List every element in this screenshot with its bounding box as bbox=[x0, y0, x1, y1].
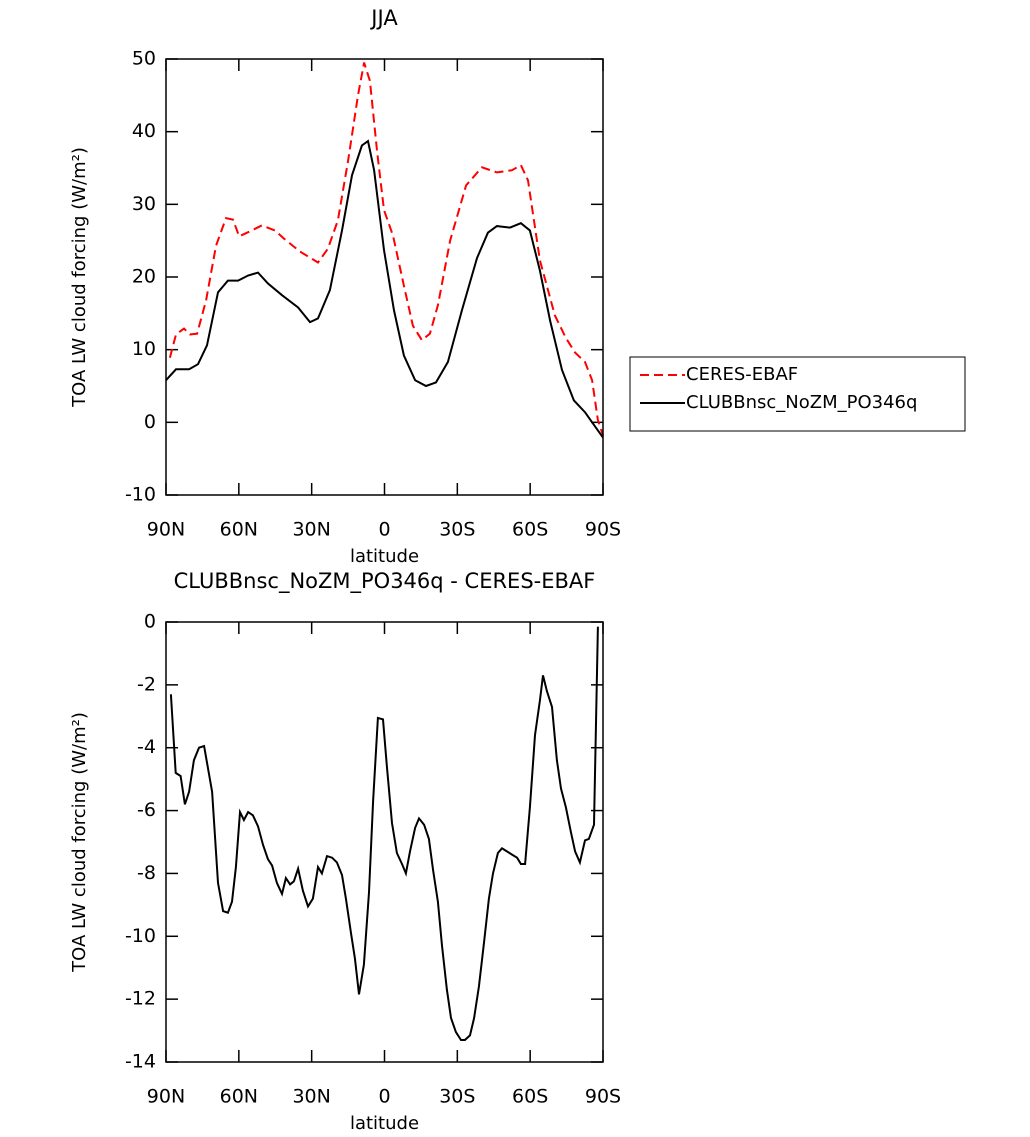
y-tick-label: -2 bbox=[137, 673, 156, 695]
y-tick-label: -8 bbox=[137, 862, 156, 884]
y-axis-label: TOA LW cloud forcing (W/m²) bbox=[69, 712, 90, 973]
x-tick-label: 60N bbox=[220, 1086, 258, 1108]
y-tick-label: -4 bbox=[137, 736, 156, 758]
plot-frame bbox=[165, 621, 604, 1063]
x-tick-label: 0 bbox=[378, 519, 390, 541]
chart-title: JJA bbox=[369, 6, 398, 30]
y-tick-label: 30 bbox=[132, 193, 156, 215]
legend-entry: CERES-EBAF bbox=[686, 364, 798, 385]
y-tick-label: -6 bbox=[137, 799, 156, 821]
chart-title: CLUBBnsc_NoZM_PO346q - CERES-EBAF bbox=[174, 569, 596, 594]
x-tick-label: 0 bbox=[378, 1086, 390, 1108]
y-tick-label: -12 bbox=[125, 988, 156, 1010]
series-line bbox=[169, 626, 599, 1041]
y-tick-label: 10 bbox=[132, 338, 156, 360]
y-tick-label: -10 bbox=[125, 925, 156, 947]
y-tick-label: 0 bbox=[144, 611, 156, 633]
x-tick-label: 90N bbox=[147, 1086, 185, 1108]
plot-frame bbox=[165, 58, 604, 496]
x-tick-label: 30N bbox=[292, 519, 330, 541]
legend-entry: CLUBBnsc_NoZM_PO346q bbox=[686, 392, 917, 413]
x-axis-label: latitude bbox=[350, 546, 419, 567]
x-tick-label: 90N bbox=[147, 519, 185, 541]
series-line bbox=[168, 62, 604, 436]
y-tick-label: 40 bbox=[132, 120, 156, 142]
legend-box bbox=[629, 356, 966, 432]
x-tick-label: 60S bbox=[512, 519, 548, 541]
x-tick-label: 60N bbox=[220, 519, 258, 541]
x-tick-label: 30N bbox=[292, 1086, 330, 1108]
x-tick-label: 30S bbox=[439, 1086, 475, 1108]
y-tick-label: 0 bbox=[144, 411, 156, 433]
y-axis-label: TOA LW cloud forcing (W/m²) bbox=[69, 147, 90, 408]
x-tick-label: 60S bbox=[512, 1086, 548, 1108]
x-tick-label: 90S bbox=[585, 519, 621, 541]
y-tick-label: 20 bbox=[132, 266, 156, 288]
y-tick-label: -14 bbox=[125, 1051, 156, 1073]
x-tick-label: 30S bbox=[439, 519, 475, 541]
x-axis-label: latitude bbox=[350, 1113, 419, 1134]
x-tick-label: 90S bbox=[585, 1086, 621, 1108]
y-tick-label: -10 bbox=[125, 484, 156, 506]
series-line bbox=[165, 139, 604, 439]
y-tick-label: 50 bbox=[132, 48, 156, 70]
